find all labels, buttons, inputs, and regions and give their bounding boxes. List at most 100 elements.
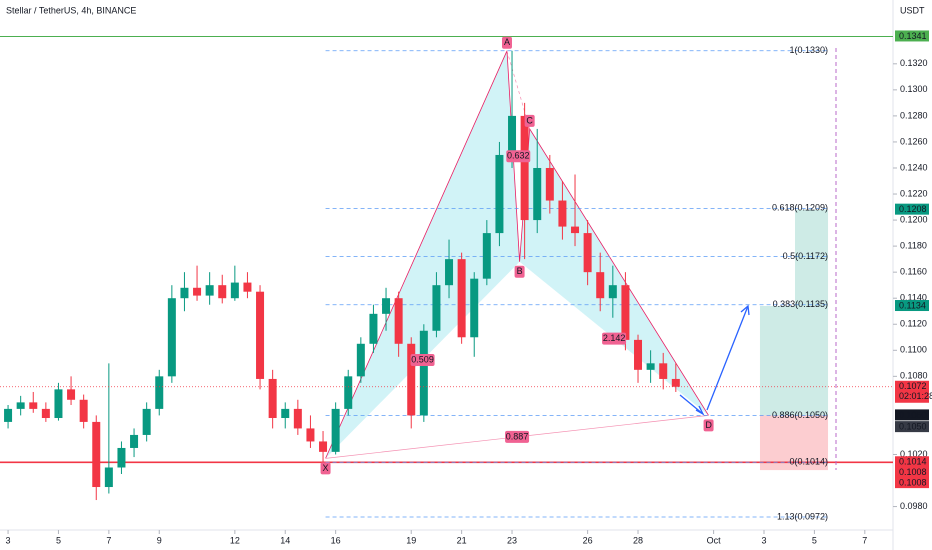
candle-body xyxy=(79,399,88,422)
candle-body xyxy=(4,408,13,422)
y-tick-label: 0.1260 xyxy=(900,136,928,146)
x-tick-label: 7 xyxy=(106,535,111,545)
point-label-bg xyxy=(703,419,714,432)
price-badge-label: 0.1208 xyxy=(899,204,927,214)
pattern-leg xyxy=(519,128,709,416)
price-badge-label: 0.1014 xyxy=(899,457,927,467)
candle-body xyxy=(482,233,491,279)
point-label-bg xyxy=(524,114,535,127)
candle-body xyxy=(495,154,504,234)
price-badge xyxy=(895,409,929,421)
candle-body xyxy=(356,343,365,377)
y-tick-label: 0.0980 xyxy=(900,501,928,511)
y-tick-label: 0.1140 xyxy=(900,293,927,303)
price-badge-label: 0.1072 xyxy=(899,381,927,391)
candle-body xyxy=(130,434,139,448)
x-tick-label: 26 xyxy=(583,535,593,545)
arrow xyxy=(679,394,704,415)
candle-body xyxy=(167,298,176,377)
x-tick-label: 28 xyxy=(633,535,643,545)
ratio-label: 0.887 xyxy=(506,431,529,441)
y-tick-label: 0.1200 xyxy=(900,214,928,224)
price-badge-label: 0.1008 xyxy=(899,477,927,487)
candle-body xyxy=(457,259,466,338)
candle-body xyxy=(419,330,428,416)
price-badge-label: 0.1134 xyxy=(899,300,926,310)
candle-body xyxy=(369,313,378,344)
price-badge xyxy=(895,203,929,215)
ratio-label: 0.509 xyxy=(411,354,434,364)
fib-label: 0.618(0.1209) xyxy=(772,203,828,213)
ratio-label: 0.632 xyxy=(507,151,530,161)
fib-label: 0.5(0.1172) xyxy=(783,251,828,261)
price-badge-label: 0.1050 xyxy=(899,410,927,420)
price-badge xyxy=(895,300,929,312)
price-badge-timer: 02:01:28 xyxy=(899,391,932,401)
plot: 1(0.1330) 0.618(0.1209) 0.5(0.1172) 0.383(0… xyxy=(0,35,893,521)
candle-body xyxy=(508,115,517,155)
fib-label: 1.13(0.0972) xyxy=(777,511,828,521)
currency-label: USDT xyxy=(900,5,925,15)
candle-body xyxy=(432,285,441,331)
ratio-label: 2.142 xyxy=(603,333,626,343)
price-badge xyxy=(895,466,929,478)
stop-zone xyxy=(759,415,829,471)
candle-body xyxy=(583,233,592,273)
x-tick-label: 3 xyxy=(6,535,11,545)
arrow-head xyxy=(695,405,705,416)
candle-body xyxy=(646,363,655,370)
candle-body xyxy=(634,339,643,370)
candle-body xyxy=(142,408,151,435)
y-tick-label: 0.1100 xyxy=(900,345,927,355)
ratio-label-bg xyxy=(602,332,627,345)
candle-body xyxy=(293,408,302,429)
target-zone xyxy=(795,209,829,416)
x-tick-label: 23 xyxy=(507,535,517,545)
candle-body xyxy=(41,408,50,419)
candle-body xyxy=(621,285,630,340)
price-badge-label: 0.1341 xyxy=(899,31,927,41)
candle-body xyxy=(243,282,252,292)
candle-body xyxy=(319,441,328,452)
candle-body xyxy=(92,421,101,488)
price-badge-label: 0.1008 xyxy=(899,467,927,477)
candle-body xyxy=(671,378,680,387)
candle-body xyxy=(520,115,529,221)
candle-body xyxy=(545,167,554,201)
price-badge-label: 0.1050 xyxy=(899,422,927,432)
candle-body xyxy=(470,278,479,338)
point-label: C xyxy=(526,115,533,125)
x-tick-label: 9 xyxy=(157,535,162,545)
price-badge xyxy=(895,30,929,42)
arrow xyxy=(706,305,749,411)
point-label: X xyxy=(323,463,329,473)
candle-body xyxy=(344,376,353,409)
pattern-outline xyxy=(325,50,709,459)
point-label: D xyxy=(705,420,712,430)
x-tick-label: 14 xyxy=(280,535,290,545)
candle-body xyxy=(533,167,542,221)
candle-body xyxy=(230,282,239,299)
candle-body xyxy=(608,285,617,299)
candle-body xyxy=(193,287,202,296)
x-tick-label: 3 xyxy=(762,535,767,545)
y-tick-label: 0.1080 xyxy=(900,371,928,381)
candle-body xyxy=(394,298,403,344)
candle-body xyxy=(256,291,265,379)
target-zone xyxy=(759,306,796,416)
x-tick-label: 19 xyxy=(406,535,416,545)
candle-body xyxy=(268,378,277,419)
candle-body xyxy=(205,285,214,296)
candle-body xyxy=(54,389,63,419)
candle-body xyxy=(407,343,416,416)
price-badge xyxy=(895,477,929,489)
y-tick-label: 0.1240 xyxy=(900,162,928,172)
y-tick-label: 0.1280 xyxy=(900,110,928,120)
fib-label: 1(0.1330) xyxy=(789,45,828,55)
candle-body xyxy=(571,226,580,234)
candle-body xyxy=(306,428,315,442)
point-label-bg xyxy=(501,36,512,49)
fib-label: 0.886(0.1050) xyxy=(772,410,828,420)
y-tick-label: 0.1020 xyxy=(900,449,928,459)
